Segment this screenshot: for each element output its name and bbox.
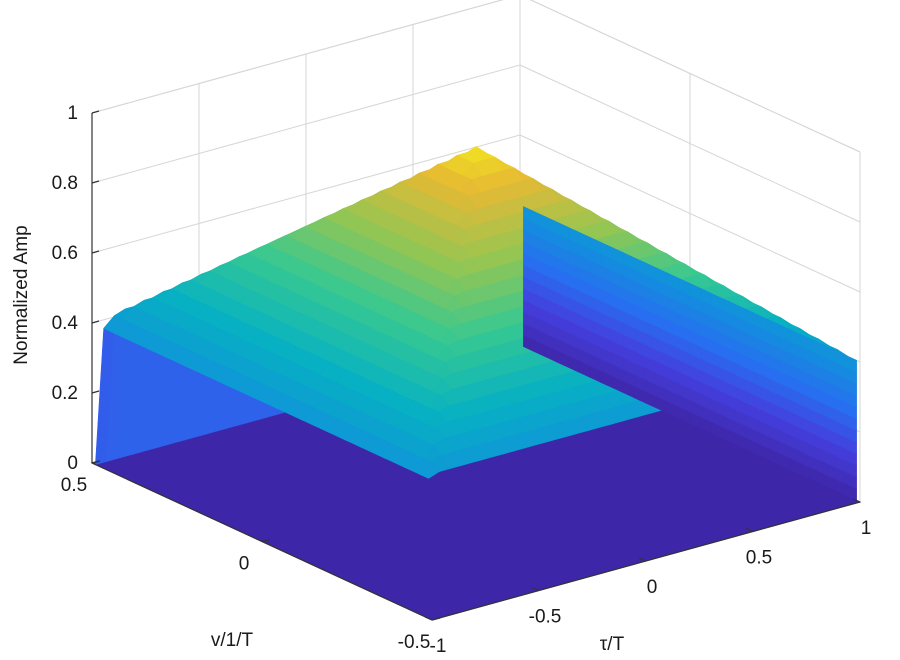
x-tick-mark [531, 586, 540, 592]
z-tick-label: 0.4 [52, 313, 79, 334]
x-tick-label: 0.5 [746, 548, 772, 569]
y-axis-label: v/1/T [211, 630, 254, 651]
x-tick-mark [638, 557, 647, 562]
axis-layer [91, 110, 861, 621]
x-tick-label: -0.5 [529, 607, 562, 628]
z-tick-mark [91, 320, 100, 324]
y-tick-label: 0.5 [61, 475, 87, 496]
z-tick-label: 0.2 [52, 383, 78, 404]
z-tick-mark [91, 110, 100, 114]
y-tick-mark [261, 538, 271, 543]
z-tick-label: 1 [67, 103, 78, 124]
z-axis-label: Normalized Amp [11, 225, 32, 364]
x-tick-label: -1 [430, 636, 447, 657]
y-tick-mark [431, 617, 441, 621]
z-tick-label: 0 [67, 453, 78, 474]
z-tick-label: 0.8 [52, 173, 78, 194]
x-tick-mark [424, 616, 433, 621]
z-tick-label: 0.6 [52, 243, 78, 264]
x-tick-label: 1 [861, 518, 872, 539]
x-tick-label: 0 [647, 577, 658, 598]
y-tick-label: -0.5 [398, 632, 431, 653]
wall-edge [91, 0, 504, 114]
wall-edge [529, 0, 861, 153]
label-layer: Normalized Amp τ/T v/1/T 0 0.2 0.4 0.6 0.8 1 -… [11, 103, 871, 657]
surface-patch [419, 461, 440, 479]
z-tick-mark [91, 180, 100, 184]
surface-side-right [523, 206, 535, 224]
y-tick-mark [91, 460, 101, 464]
y-tick-label: 0 [239, 554, 250, 575]
x-tick-mark [745, 527, 754, 533]
z-tick-mark [91, 250, 100, 254]
z-tick-mark [91, 390, 100, 394]
x-tick-mark [852, 498, 861, 503]
x-axis-label: τ/T [600, 634, 625, 655]
